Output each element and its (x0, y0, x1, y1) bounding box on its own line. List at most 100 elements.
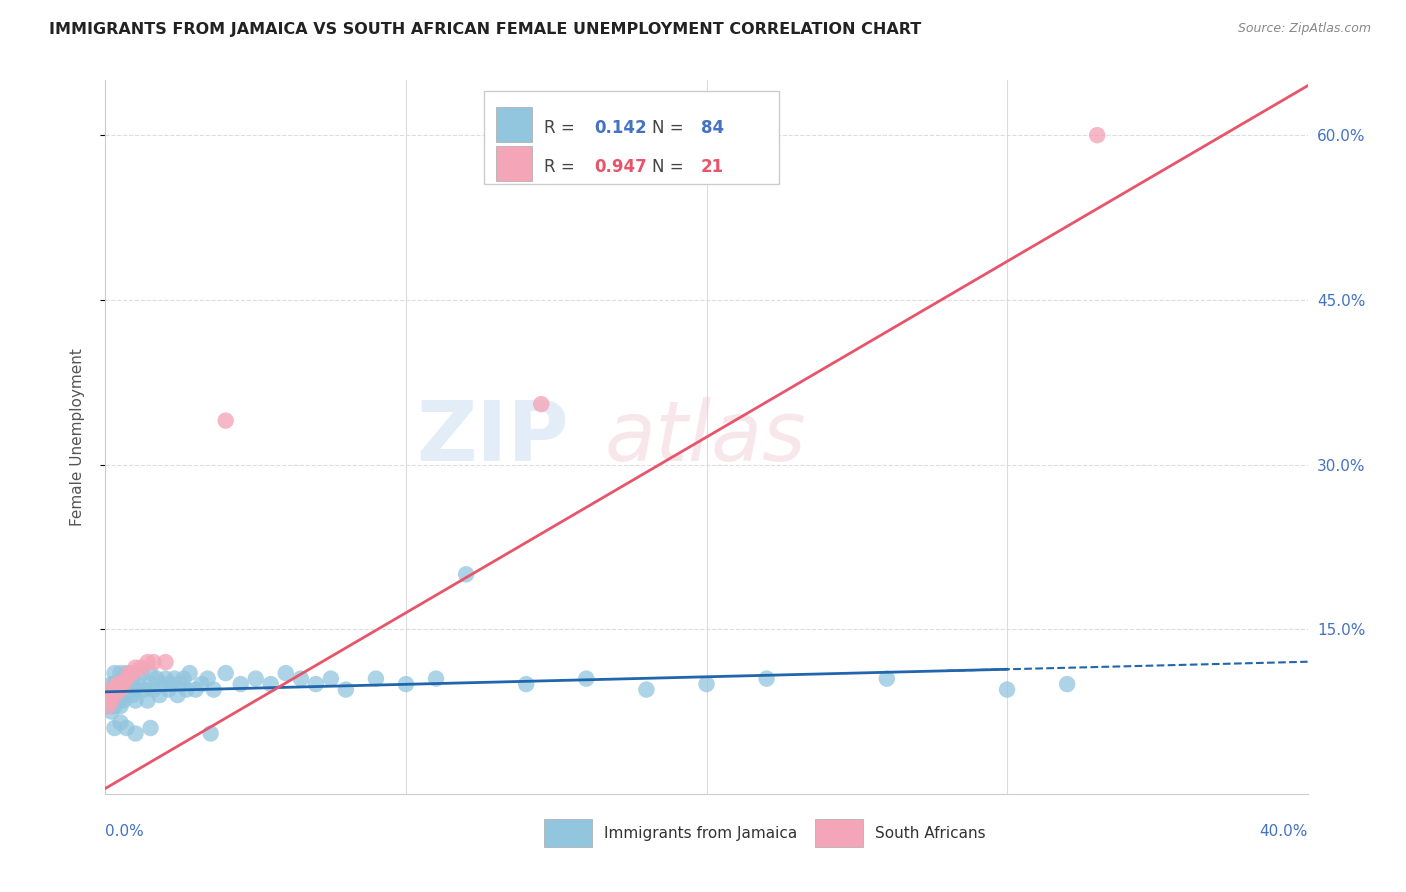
Point (636, 682, 658, 697)
Point (107, 688, 129, 702)
Point (142, 682, 165, 697)
Point (100, 682, 122, 697)
Point (876, 672, 898, 686)
Point (100, 693, 122, 707)
Point (157, 682, 180, 697)
Point (107, 677, 129, 691)
Point (290, 672, 312, 686)
Point (103, 699, 125, 714)
Point (575, 672, 598, 686)
Point (515, 677, 537, 691)
Text: Immigrants from Jamaica: Immigrants from Jamaica (605, 826, 797, 840)
Point (148, 688, 170, 702)
Point (100, 677, 122, 691)
Point (100, 699, 122, 714)
Text: N =: N = (652, 120, 689, 137)
Point (202, 682, 225, 697)
Point (184, 682, 207, 697)
Point (163, 672, 186, 686)
FancyBboxPatch shape (484, 91, 779, 184)
Text: 0.947: 0.947 (595, 158, 648, 176)
Point (274, 666, 297, 681)
Point (124, 660, 146, 674)
Point (103, 666, 125, 681)
Text: IMMIGRANTS FROM JAMAICA VS SOUTH AFRICAN FEMALE UNEMPLOYMENT CORRELATION CHART: IMMIGRANTS FROM JAMAICA VS SOUTH AFRICAN… (49, 22, 921, 37)
Point (107, 677, 129, 691)
Point (107, 693, 129, 707)
Point (115, 666, 138, 681)
Text: 0.0%: 0.0% (105, 824, 145, 838)
Point (190, 677, 212, 691)
Point (136, 655, 159, 669)
Point (1085, 128, 1108, 143)
Point (107, 682, 129, 697)
Point (103, 682, 125, 697)
Point (121, 688, 143, 702)
Point (145, 672, 167, 686)
Text: N =: N = (652, 158, 689, 176)
Text: 0.142: 0.142 (595, 120, 647, 137)
Point (139, 677, 162, 691)
Point (179, 666, 201, 681)
Point (97, 699, 120, 714)
Point (110, 688, 132, 702)
Point (121, 677, 143, 691)
Point (110, 682, 132, 697)
FancyBboxPatch shape (496, 107, 533, 143)
Point (112, 693, 135, 707)
Point (124, 693, 146, 707)
Point (214, 414, 236, 428)
Point (115, 688, 138, 702)
Text: Source: ZipAtlas.com: Source: ZipAtlas.com (1237, 22, 1371, 36)
Text: R =: R = (544, 120, 581, 137)
Point (425, 672, 447, 686)
Point (103, 721, 125, 735)
Point (110, 715, 132, 730)
Point (115, 721, 138, 735)
Point (107, 682, 129, 697)
Point (454, 567, 477, 582)
Point (160, 677, 183, 691)
Point (110, 666, 132, 681)
Point (97, 688, 120, 702)
Text: 84: 84 (700, 120, 724, 137)
Point (115, 672, 138, 686)
Point (97, 693, 120, 707)
Text: 40.0%: 40.0% (1260, 824, 1308, 838)
Point (103, 682, 125, 697)
Point (1056, 677, 1078, 691)
Point (118, 682, 141, 697)
Point (395, 677, 418, 691)
Point (110, 677, 132, 691)
Point (139, 721, 162, 735)
Point (118, 666, 141, 681)
Point (103, 677, 125, 691)
Point (319, 672, 342, 686)
Point (139, 666, 162, 681)
Point (112, 677, 135, 691)
Text: atlas: atlas (605, 397, 806, 477)
Text: R =: R = (544, 158, 581, 176)
Point (112, 682, 135, 697)
Point (112, 672, 135, 686)
Point (97, 699, 120, 714)
Point (131, 666, 153, 681)
Point (173, 672, 195, 686)
Point (155, 655, 177, 669)
Y-axis label: Female Unemployment: Female Unemployment (70, 348, 84, 526)
Point (97, 688, 120, 702)
Point (260, 677, 283, 691)
Point (364, 672, 387, 686)
Point (229, 677, 252, 691)
Point (142, 655, 165, 669)
Point (155, 672, 177, 686)
Point (124, 726, 146, 740)
Point (124, 682, 146, 697)
Point (197, 672, 219, 686)
Point (110, 677, 132, 691)
Point (214, 666, 236, 681)
Point (134, 682, 156, 697)
Point (121, 666, 143, 681)
Point (530, 397, 553, 411)
FancyBboxPatch shape (814, 819, 863, 847)
